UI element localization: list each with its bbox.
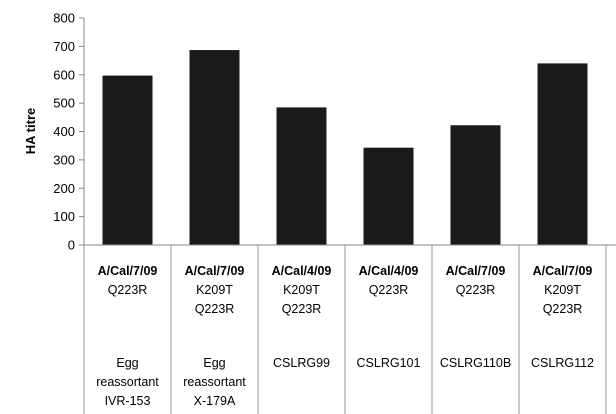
virus-name: A/Cal/7/09	[532, 264, 593, 278]
description-line: CSLRG101	[356, 356, 421, 370]
description-label: CSLRG101	[346, 354, 432, 373]
category-separators	[83, 245, 607, 414]
category-label: A/Cal/7/09 K209T Q223R Egg reassortant X-179A	[172, 262, 258, 408]
y-tick-label: 700	[53, 39, 75, 54]
mutation-label: K209T	[283, 283, 320, 297]
category-label: A/Cal/4/09 Q223R CSLRG101	[346, 262, 432, 370]
y-axis-label: HA titre	[23, 108, 38, 154]
description-line: reassortant	[96, 375, 159, 389]
y-axis-ticks: 0 100 200 300 400 500 600 700 800	[53, 11, 84, 253]
bar	[189, 50, 240, 245]
mutation-label: Q223R	[368, 283, 409, 297]
mutation-label: Q223R	[107, 283, 148, 297]
description-line: CSLRG99	[273, 356, 330, 370]
description-line: CSLRG112	[531, 356, 594, 370]
description-line: Egg	[203, 356, 226, 370]
bars	[102, 50, 588, 246]
y-tick-label: 800	[53, 11, 75, 26]
description-line: CSLRG110B	[439, 356, 512, 370]
description-label: CSLRG110B	[433, 354, 519, 373]
bar	[102, 75, 153, 245]
mutation-label: Q223R	[194, 302, 235, 316]
description-line: IVR-153	[104, 394, 151, 408]
category-label: A/Cal/7/09 Q223R Egg reassortant IVR-153	[85, 262, 171, 408]
y-tick-label: 0	[68, 238, 75, 253]
description-line: X-179A	[193, 394, 236, 408]
description-line: Egg	[116, 356, 139, 370]
virus-name: A/Cal/4/09	[358, 264, 419, 278]
description-label: CSLRG112	[520, 354, 606, 373]
mutation-label: Q223R	[455, 283, 496, 297]
y-tick-label: 200	[53, 181, 75, 196]
virus-name: A/Cal/7/09	[445, 264, 506, 278]
virus-name: A/Cal/7/09	[184, 264, 245, 278]
category-label: A/Cal/7/09 K209T Q223R CSLRG112	[520, 262, 606, 370]
category-label: A/Cal/4/09 K209T Q223R CSLRG99	[259, 262, 345, 370]
virus-name: A/Cal/4/09	[271, 264, 332, 278]
bar	[276, 107, 327, 245]
y-tick-label: 500	[53, 96, 75, 111]
bar	[363, 147, 414, 245]
y-tick-label: 100	[53, 209, 75, 224]
y-tick-label: 400	[53, 124, 75, 139]
virus-name: A/Cal/7/09	[97, 264, 158, 278]
description-label: Egg reassortant X-179A	[172, 354, 258, 411]
y-tick-label: 300	[53, 152, 75, 167]
description-line: reassortant	[183, 375, 246, 389]
bar	[450, 125, 501, 245]
mutation-label: K209T	[544, 283, 581, 297]
mutation-label: Q223R	[281, 302, 322, 316]
category-label: A/Cal/7/09 Q223R CSLRG110B	[433, 262, 519, 370]
y-tick-label: 600	[53, 67, 75, 82]
bar	[537, 63, 588, 246]
description-label: Egg reassortant IVR-153	[85, 354, 171, 411]
mutation-label: K209T	[196, 283, 233, 297]
mutation-label: Q223R	[542, 302, 583, 316]
description-label: CSLRG99	[259, 354, 345, 373]
